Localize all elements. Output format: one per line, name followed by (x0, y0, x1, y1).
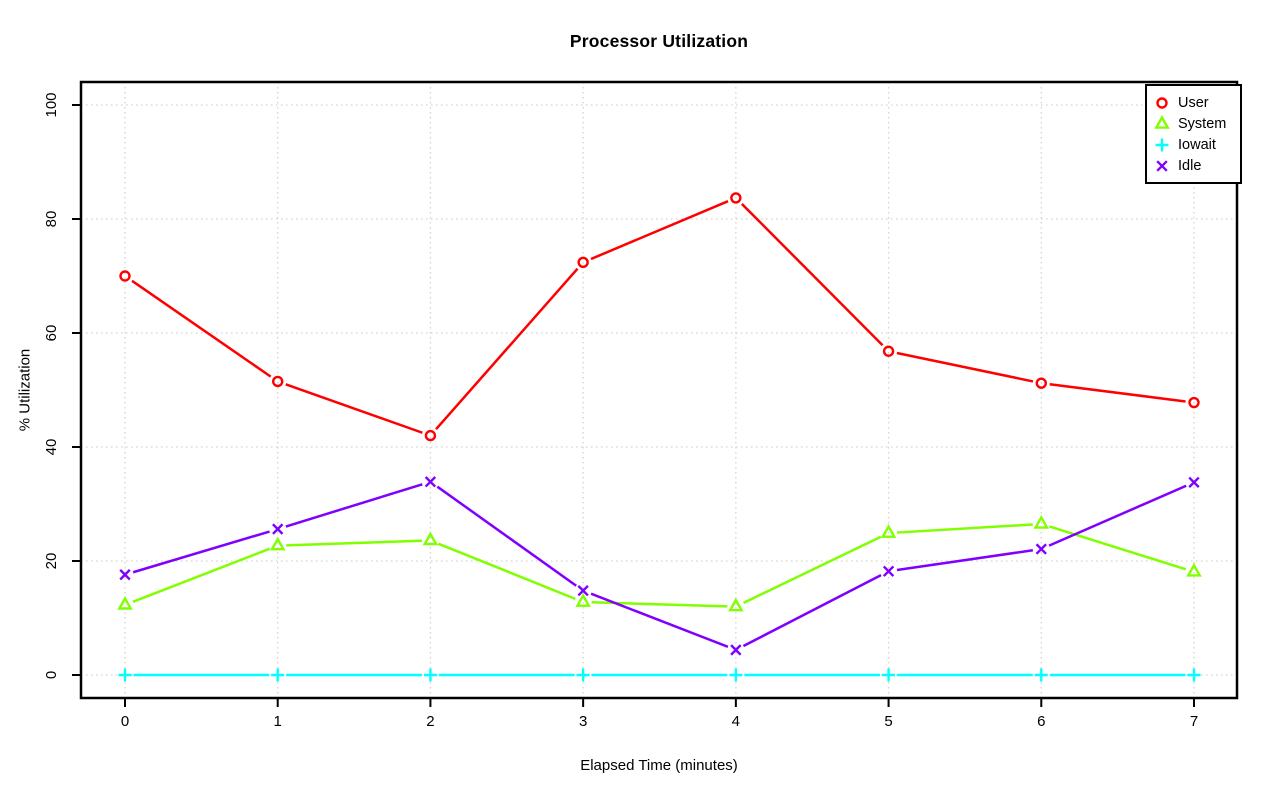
x-tick-label: 1 (274, 713, 282, 730)
iowait-marker-icon (729, 668, 743, 682)
series-idle-line (590, 592, 729, 649)
idle-marker-icon (882, 565, 895, 577)
chart-title: Processor Utilization (569, 31, 749, 51)
legend-item-user: User (1153, 92, 1236, 113)
x-tick-label: 4 (732, 713, 740, 730)
idle-marker-icon (424, 476, 437, 488)
series-idle-line (285, 483, 423, 528)
idle-marker-icon (119, 569, 131, 581)
series-system (117, 515, 1202, 612)
x-tick-label: 6 (1037, 713, 1045, 730)
x-tick-label: 3 (579, 713, 587, 730)
series-idle (119, 476, 1200, 656)
series-user (119, 192, 1200, 442)
user-legend-marker-icon (1156, 96, 1168, 109)
legend-label: User (1178, 94, 1209, 111)
iowait-legend-marker-icon (1155, 138, 1169, 151)
y-tick-label: 40 (43, 439, 60, 456)
series-system-line (1049, 525, 1187, 571)
system-marker-icon (117, 595, 133, 610)
user-marker-icon (882, 345, 895, 357)
x-tick-label: 7 (1190, 713, 1198, 730)
series-user-line (435, 267, 579, 431)
series-system-line (742, 535, 882, 605)
x-tick-label: 0 (121, 713, 129, 730)
series-user-line (896, 351, 1034, 383)
system-marker-icon (1186, 562, 1202, 577)
legend-label: Iowait (1178, 136, 1216, 153)
system-marker-icon (575, 593, 591, 607)
system-marker-icon (880, 524, 897, 538)
system-marker-icon (269, 536, 286, 551)
user-marker-icon (272, 375, 284, 388)
series-idle-line (436, 485, 577, 587)
user-marker-icon (424, 429, 437, 442)
y-tick-label: 80 (43, 211, 60, 228)
y-tick-label: 60 (43, 325, 60, 342)
idle-marker-icon (1188, 476, 1200, 488)
system-marker-icon (422, 531, 439, 546)
iowait-marker-icon (576, 668, 590, 682)
series-user-line (590, 200, 729, 261)
series-user-line (740, 203, 884, 347)
user-marker-icon (577, 256, 589, 269)
series-user-line (285, 383, 423, 434)
legend-item-iowait: Iowait (1153, 134, 1236, 155)
idle-legend-marker-icon (1156, 159, 1168, 172)
legend-item-system: System (1153, 113, 1236, 134)
series-idle-line (1048, 484, 1187, 547)
user-marker-icon (119, 270, 131, 282)
idle-marker-icon (730, 644, 742, 656)
iowait-marker-icon (271, 668, 285, 682)
series-idle-line (896, 549, 1034, 572)
iowait-marker-icon (1187, 668, 1201, 682)
series-idle-line (742, 574, 882, 648)
series-user-line (1049, 382, 1186, 403)
system-marker-icon (728, 597, 744, 612)
user-marker-icon (1035, 377, 1047, 389)
y-tick-label: 0 (43, 671, 60, 679)
x-tick-label: 2 (426, 713, 434, 730)
legend-label: Idle (1178, 157, 1202, 174)
system-legend-marker-icon (1154, 114, 1170, 129)
series-iowait (118, 668, 1201, 682)
iowait-marker-icon (1155, 138, 1169, 151)
idle-marker-icon (272, 523, 284, 535)
user-marker-icon (1188, 396, 1200, 409)
system-marker-icon (1033, 515, 1050, 529)
series-idle-line (132, 530, 270, 574)
series-system-line (896, 523, 1033, 534)
iowait-marker-icon (118, 668, 132, 682)
series-system-line (286, 539, 422, 547)
plot-border (79, 80, 1239, 700)
iowait-marker-icon (882, 668, 896, 682)
iowait-marker-icon (1034, 668, 1048, 682)
y-tick-label: 100 (43, 92, 60, 117)
idle-marker-icon (577, 584, 589, 597)
system-marker-icon (1154, 114, 1170, 129)
x-tick-label: 5 (884, 713, 892, 730)
legend: User System Iowait Idle (1145, 84, 1242, 184)
idle-marker-icon (1035, 543, 1047, 555)
user-marker-icon (1156, 96, 1168, 109)
legend-label: System (1178, 115, 1227, 132)
series-system-line (437, 542, 576, 601)
series-system-line (132, 547, 271, 603)
iowait-marker-icon (423, 668, 437, 682)
y-tick-label: 20 (43, 553, 60, 570)
y-axis-label: % Utilization (16, 348, 34, 432)
legend-item-idle: Idle (1153, 155, 1236, 176)
idle-marker-icon (1156, 159, 1168, 172)
user-marker-icon (730, 192, 742, 204)
series-user-line (131, 279, 272, 378)
x-axis-label: Elapsed Time (minutes) (580, 757, 738, 774)
